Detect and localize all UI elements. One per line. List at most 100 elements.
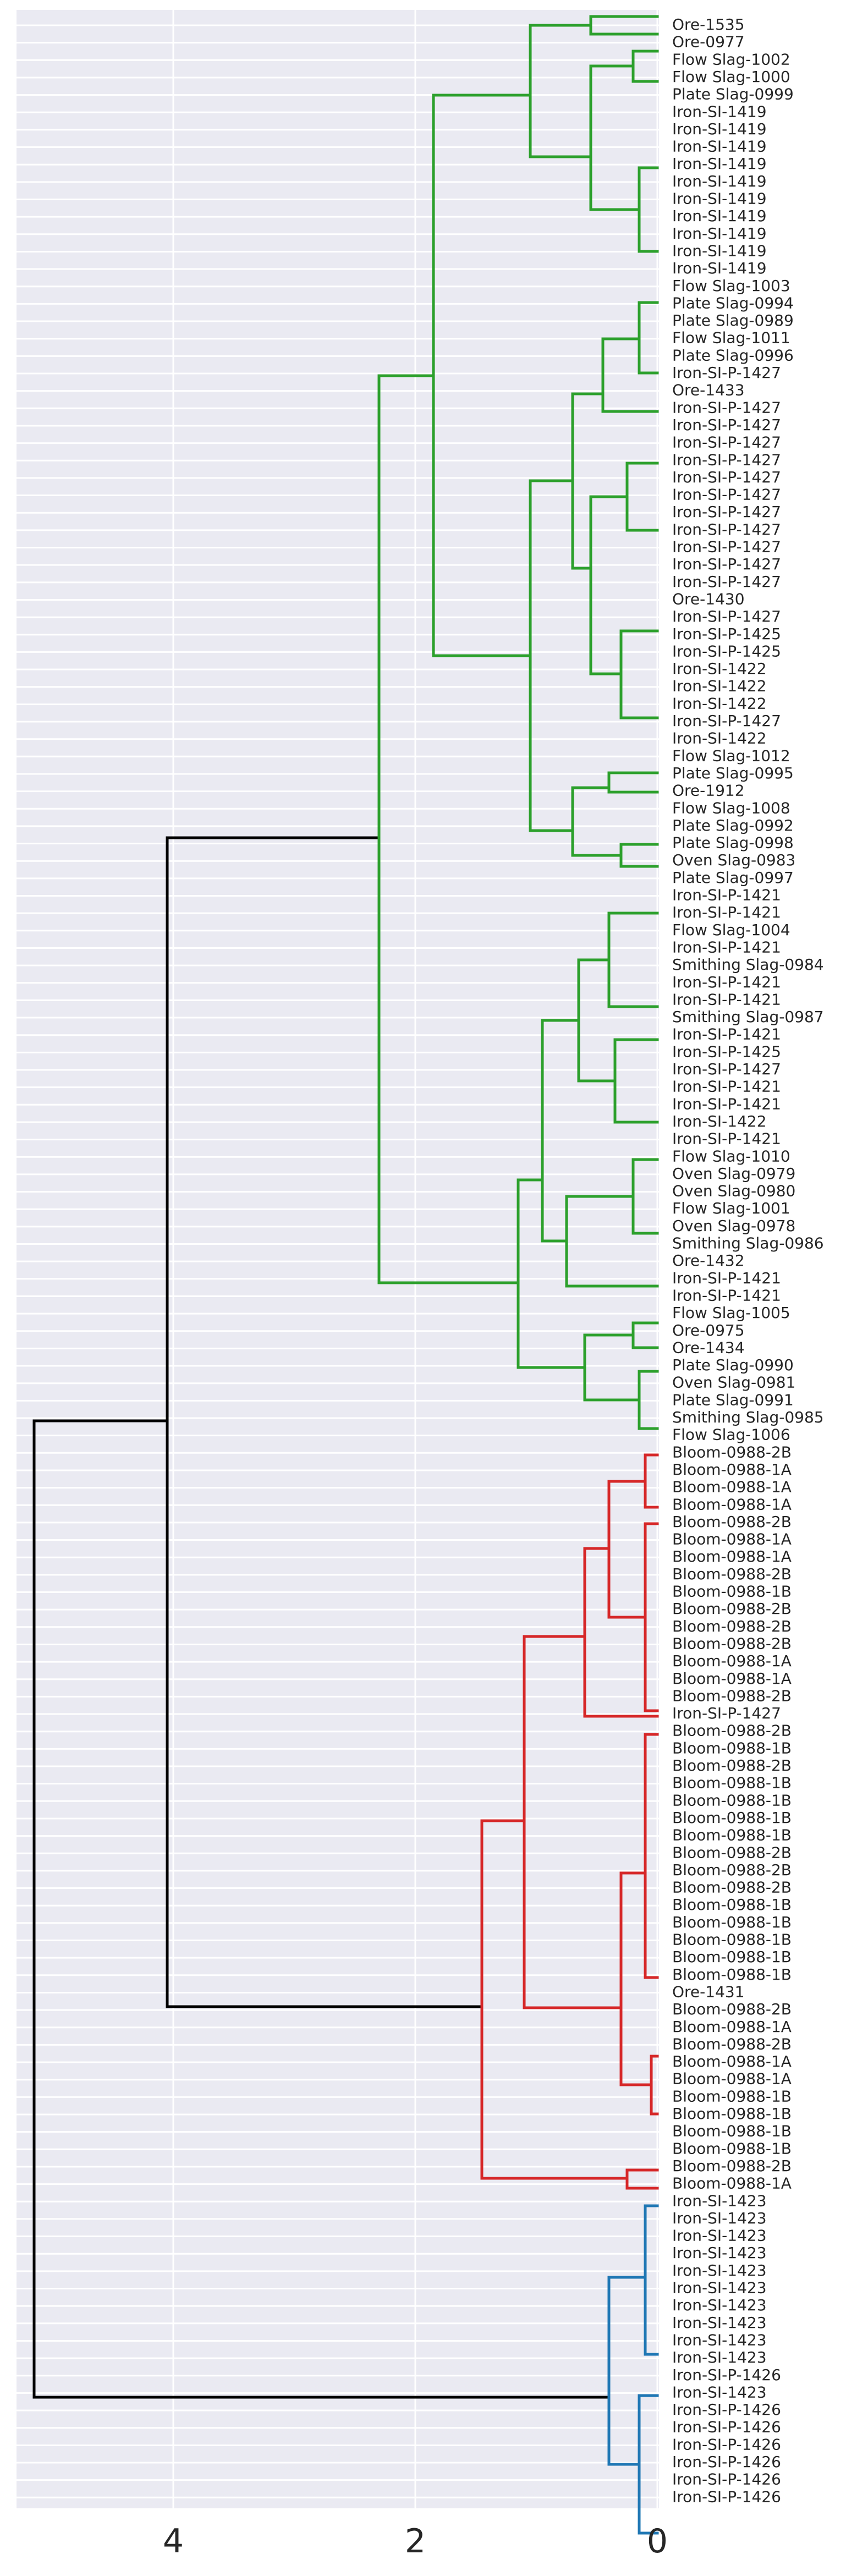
leaf-label: Iron-SI-P-1426: [672, 2470, 781, 2489]
leaf-label: Bloom-0988-2B: [672, 1443, 792, 1461]
link-cluster_1-38: [577, 958, 611, 1022]
link-cluster_1-22: [589, 495, 629, 570]
link-cluster_1-12: [638, 166, 659, 211]
link-cluster_2-0: [480, 1819, 526, 2008]
link-cluster_1-28: [571, 786, 611, 832]
leaf-label: Bloom-0988-1B: [672, 1791, 792, 1809]
leaf-label: Bloom-0988-1A: [672, 1530, 792, 1548]
link-cluster_3-1: [607, 2396, 641, 2466]
leaf-label: Iron-SI-P-1427: [672, 1060, 781, 1078]
link-cluster_1-48: [583, 1333, 635, 1369]
leaf-label: Bloom-0988-1A: [672, 1460, 792, 1479]
leaf-label: Iron-SI-P-1425: [672, 625, 781, 643]
leaf-label: Bloom-0988-1B: [672, 1809, 792, 1827]
link-cluster_1-27: [619, 672, 659, 719]
link-cluster_1-41: [607, 958, 659, 1008]
link-cluster_1-34: [517, 1178, 544, 1284]
leaf-label: Ore-0975: [672, 1321, 745, 1339]
leaf-label: Plate Slag-0998: [672, 834, 794, 852]
link-cluster_1-51: [631, 1333, 659, 1349]
link-cluster_1-19: [601, 392, 659, 413]
leaf-label: Bloom-0988-1A: [672, 2174, 792, 2193]
leaf-label: Ore-1431: [672, 1982, 745, 2001]
leaf-label: Flow Slag-1005: [672, 1304, 790, 1322]
leaf-label: Plate Slag-0997: [672, 869, 794, 887]
leaf-label: Flow Slag-1004: [672, 921, 790, 939]
leaf-label: Flow Slag-1001: [672, 1199, 790, 1217]
leaf-label: Iron-SI-1423: [672, 2244, 767, 2262]
leaf-label: Plate Slag-0995: [672, 764, 794, 782]
leaf-label: Ore-1434: [672, 1338, 745, 1356]
leaf-label: Plate Slag-0992: [672, 816, 794, 834]
leaf-label: Iron-SI-P-1426: [672, 2435, 781, 2453]
leaf-label: Iron-SI-P-1425: [672, 642, 781, 660]
link-cluster_1-30: [607, 771, 659, 789]
leaf-label: Iron-SI-P-1421: [672, 903, 781, 921]
leaf-label: Iron-SI-P-1426: [672, 2487, 781, 2506]
link-cluster_1-36: [541, 1019, 580, 1182]
leaf-label: Flow Slag-1011: [672, 329, 790, 347]
leaf-label: Iron-SI-1423: [672, 2261, 767, 2280]
link-cluster_2-9: [644, 1480, 659, 1509]
link-cluster_2-3: [523, 1819, 623, 2009]
link-cluster_1-33: [619, 854, 659, 868]
link-cluster_1-14: [529, 479, 574, 657]
link-cluster_2-8: [644, 1453, 659, 1483]
x-tick-label: 2: [405, 2522, 426, 2561]
link-cluster_1-13: [638, 208, 659, 253]
leaf-label: Iron-SI-1419: [672, 102, 767, 120]
leaf-label: Iron-SI-1422: [672, 660, 767, 678]
leaf-label: Bloom-0988-2B: [672, 1617, 792, 1635]
link-cluster_1-29: [571, 829, 623, 857]
leaf-label: Iron-SI-1423: [672, 2227, 767, 2245]
leaf-label: Oven Slag-0980: [672, 1182, 795, 1200]
leaf-label: Iron-SI-P-1427: [672, 486, 781, 504]
link-cluster_3-5: [638, 2463, 659, 2535]
leaf-label: Bloom-0988-2B: [672, 1634, 792, 1652]
leaf-label: Flow Slag-1012: [672, 746, 790, 765]
leaf-label: Bloom-0988-1A: [672, 2052, 792, 2070]
link-cluster_3-4: [638, 2394, 659, 2466]
leaf-label: Iron-SI-1419: [672, 172, 767, 190]
link-black-0: [32, 1419, 169, 2399]
leaf-label: Bloom-0988-2B: [672, 1756, 792, 1775]
link-cluster_1-44: [565, 1195, 635, 1243]
link-cluster_2-19: [625, 2177, 659, 2190]
link-cluster_2-1: [480, 2005, 629, 2180]
leaf-label: Plate Slag-0996: [672, 346, 794, 364]
leaf-label: Smithing Slag-0987: [672, 1008, 824, 1026]
link-cluster_1-32: [619, 843, 659, 857]
leaf-label: Iron-SI-1423: [672, 2314, 767, 2332]
link-cluster_2-14: [644, 1733, 659, 1875]
leaf-label: Bloom-0988-1B: [672, 2122, 792, 2140]
link-cluster_1-16: [571, 392, 605, 482]
link-cluster_2-13: [619, 2006, 653, 2086]
link-cluster_1-40: [607, 911, 659, 962]
leaf-label: Bloom-0988-2B: [672, 1861, 792, 1879]
link-cluster_1-7: [589, 24, 659, 36]
leaf-label: Oven Slag-0978: [672, 1217, 795, 1235]
leaf-label: Flow Slag-1008: [672, 799, 790, 817]
leaf-label: Iron-SI-1423: [672, 2279, 767, 2297]
leaf-label: Iron-SI-P-1427: [672, 607, 781, 625]
leaf-label: Bloom-0988-2B: [672, 1600, 792, 1618]
leaf-label: Bloom-0988-1B: [672, 1583, 792, 1601]
link-cluster_1-10: [631, 50, 659, 68]
leaf-label: Iron-SI-P-1427: [672, 468, 781, 486]
leaf-label: Iron-SI-P-1421: [672, 1095, 781, 1113]
link-cluster_1-49: [583, 1366, 641, 1402]
link-cluster_1-47: [631, 1195, 659, 1235]
leaf-label: Iron-SI-P-1427: [672, 573, 781, 591]
link-cluster_1-21: [638, 337, 659, 375]
link-cluster_1-53: [638, 1398, 659, 1430]
leaf-label: Iron-SI-P-1427: [672, 538, 781, 556]
link-cluster_2-17: [650, 2083, 659, 2116]
link-cluster_2-18: [625, 2168, 659, 2180]
leaf-label: Iron-SI-P-1421: [672, 1130, 781, 1148]
leaf-label: Iron-SI-1419: [672, 190, 767, 208]
link-cluster_1-43: [613, 1079, 659, 1124]
leaf-label: Ore-0977: [672, 33, 745, 51]
leaf-label: Smithing Slag-0986: [672, 1234, 824, 1253]
leaf-label: Bloom-0988-2B: [672, 1565, 792, 1583]
leaf-label: Iron-SI-1422: [672, 694, 767, 712]
